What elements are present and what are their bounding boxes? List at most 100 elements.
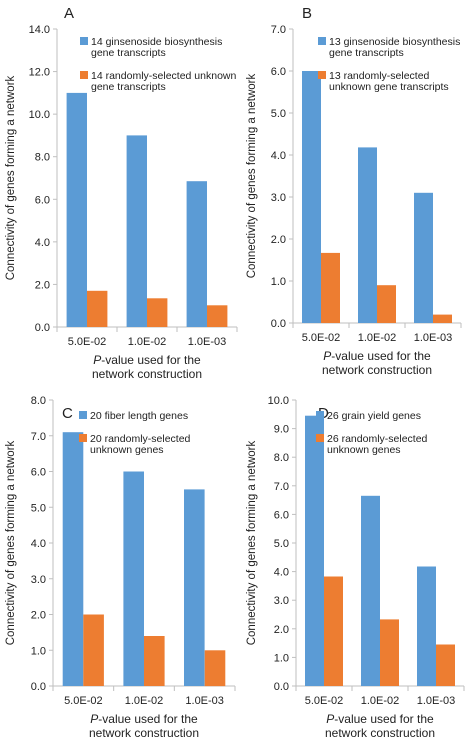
- x-tick-label: 1.0E-03: [188, 336, 227, 348]
- x-tick-label: 1.0E-02: [358, 332, 397, 344]
- legend-label-2: unknown genes: [327, 444, 401, 456]
- x-axis-title-rest: -value used for the: [98, 712, 198, 726]
- y-axis-title: Connectivity of genes forming a network: [5, 440, 17, 645]
- y-tick-label: 6.0: [271, 66, 286, 78]
- x-tick-label: 1.0E-02: [125, 695, 164, 707]
- chart-panel-a: A 0.0 2.0 4.0 6.0 8.0 10.0 12.0 14.0 5.0E-02 1.0E-…: [5, 5, 238, 381]
- bar-series-2-1: [83, 614, 104, 686]
- x-tick-label: 1.0E-03: [185, 695, 224, 707]
- y-tick-label: 14.0: [29, 24, 50, 36]
- bar-series-1-2: [361, 495, 380, 686]
- x-tick-label: 5.0E-02: [64, 695, 103, 707]
- bar-series-2-2: [377, 285, 396, 323]
- legend-label-1: 20 fiber length genes: [90, 410, 188, 422]
- bar-series-1-3: [184, 489, 205, 686]
- y-tick-label: 10.0: [268, 395, 289, 407]
- bar-series-1-3: [414, 192, 433, 323]
- y-tick-label: 5.0: [31, 502, 46, 514]
- x-axis-title: P-value used for the: [90, 712, 198, 726]
- bar-series-1-3: [417, 566, 436, 686]
- legend-label-2: 20 randomly-selected: [90, 433, 191, 445]
- legend-label-1: 26 grain yield genes: [327, 410, 421, 422]
- y-tick-label: 6.0: [274, 509, 289, 521]
- y-tick-label: 8.0: [274, 452, 289, 464]
- bar-series-2-2: [380, 619, 399, 686]
- bar-series-2-2: [147, 298, 168, 327]
- y-tick-label: 8.0: [35, 152, 50, 164]
- x-axis-title-italic: P: [90, 712, 98, 726]
- x-axis-title: P-value used for the: [323, 349, 431, 363]
- y-tick-label: 0.0: [271, 318, 286, 330]
- x-axis-title-rest: -value used for the: [101, 353, 201, 367]
- x-axis-title-rest: -value used for the: [331, 349, 431, 363]
- bar-series-1-3: [186, 181, 207, 327]
- y-tick-label: 3.0: [31, 574, 46, 586]
- legend-label-2: 26 randomly-selected: [327, 433, 428, 445]
- y-tick-label: 0.0: [35, 322, 50, 334]
- bar-series-1-2: [358, 147, 377, 323]
- legend-swatch-2: [80, 71, 88, 79]
- legend-swatch-2: [316, 434, 324, 442]
- y-tick-label: 5.0: [274, 538, 289, 550]
- legend-swatch-1: [80, 37, 88, 45]
- bar-series-2-3: [204, 650, 226, 687]
- y-tick-label: 4.0: [35, 237, 50, 249]
- legend-swatch-2: [79, 434, 87, 442]
- legend-swatch-1: [318, 37, 326, 45]
- y-axis-title: Connectivity of genes forming a network: [246, 440, 258, 645]
- legend-label-2: 14 randomly-selected unknown: [91, 70, 236, 82]
- y-tick-label: 6.0: [31, 467, 46, 479]
- x-tick-label: 1.0E-02: [128, 336, 167, 348]
- y-tick-label: 1.0: [31, 645, 46, 657]
- bar-series-2-1: [321, 252, 340, 323]
- panel-letter: C: [62, 405, 73, 422]
- y-tick-label: 7.0: [271, 24, 286, 36]
- legend-swatch-2: [318, 71, 326, 79]
- y-tick-label: 5.0: [271, 108, 286, 120]
- x-axis-title-rest: -value used for the: [334, 712, 434, 726]
- y-axis-title: Connectivity of genes forming a network: [5, 75, 17, 280]
- y-tick-label: 10.0: [29, 109, 50, 121]
- bar-series-2-2: [144, 636, 165, 686]
- x-axis-title-italic: P: [93, 353, 101, 367]
- bar-series-2-1: [87, 290, 108, 327]
- y-tick-label: 4.0: [271, 150, 286, 162]
- x-tick-label: 5.0E-02: [302, 332, 341, 344]
- bar-series-1-2: [126, 135, 147, 327]
- y-tick-label: 4.0: [31, 538, 46, 550]
- y-tick-label: 9.0: [274, 424, 289, 436]
- legend-label-2: unknown gene transcripts: [329, 81, 449, 93]
- y-tick-label: 3.0: [271, 192, 286, 204]
- legend-swatch-1: [316, 411, 324, 419]
- y-tick-label: 1.0: [271, 276, 286, 288]
- y-tick-label: 6.0: [35, 194, 50, 206]
- bar-series-2-3: [436, 644, 455, 686]
- x-axis-title: P-value used for the: [93, 353, 201, 367]
- panel-letter: B: [302, 5, 312, 22]
- y-tick-label: 3.0: [274, 595, 289, 607]
- bar-series-1-1: [62, 432, 84, 686]
- chart-panel-d: D0.01.02.03.04.05.06.07.08.09.010.05.0E-…: [246, 395, 465, 740]
- y-tick-label: 8.0: [31, 395, 46, 407]
- y-tick-label: 1.0: [274, 652, 289, 664]
- x-tick-label: 1.0E-03: [414, 332, 453, 344]
- bar-series-2-1: [324, 576, 343, 686]
- legend-label-1: 14 ginsenoside biosynthesis: [91, 36, 222, 48]
- y-tick-label: 4.0: [274, 567, 289, 579]
- y-tick-label: 2.0: [274, 624, 289, 636]
- legend-swatch-1: [79, 411, 87, 419]
- y-tick-label: 7.0: [31, 431, 46, 443]
- x-axis-title-line2: network construction: [89, 726, 199, 740]
- x-axis-title: P-value used for the: [326, 712, 434, 726]
- y-tick-label: 2.0: [35, 279, 50, 291]
- legend-label-1: gene transcripts: [91, 47, 166, 59]
- chart-panel-b: B 0.0 1.0 2.0 3.0 4.0 5.0 6.0 7.0 5.0E-02 1.0E-02 1…: [246, 5, 462, 377]
- y-axis-title: Connectivity of genes forming a network: [246, 73, 258, 278]
- chart-panel-c: C 0.0 1.0 2.0 3.0 4.0 5.0 6.0 7.0 8.0 5.0E-02 1.0E-…: [5, 395, 236, 740]
- y-tick-label: 0.0: [31, 681, 46, 693]
- x-axis-title-line2: network construction: [322, 363, 432, 377]
- y-tick-label: 0.0: [274, 681, 289, 693]
- x-tick-label: 1.0E-02: [361, 695, 400, 707]
- y-tick-label: 12.0: [29, 67, 50, 79]
